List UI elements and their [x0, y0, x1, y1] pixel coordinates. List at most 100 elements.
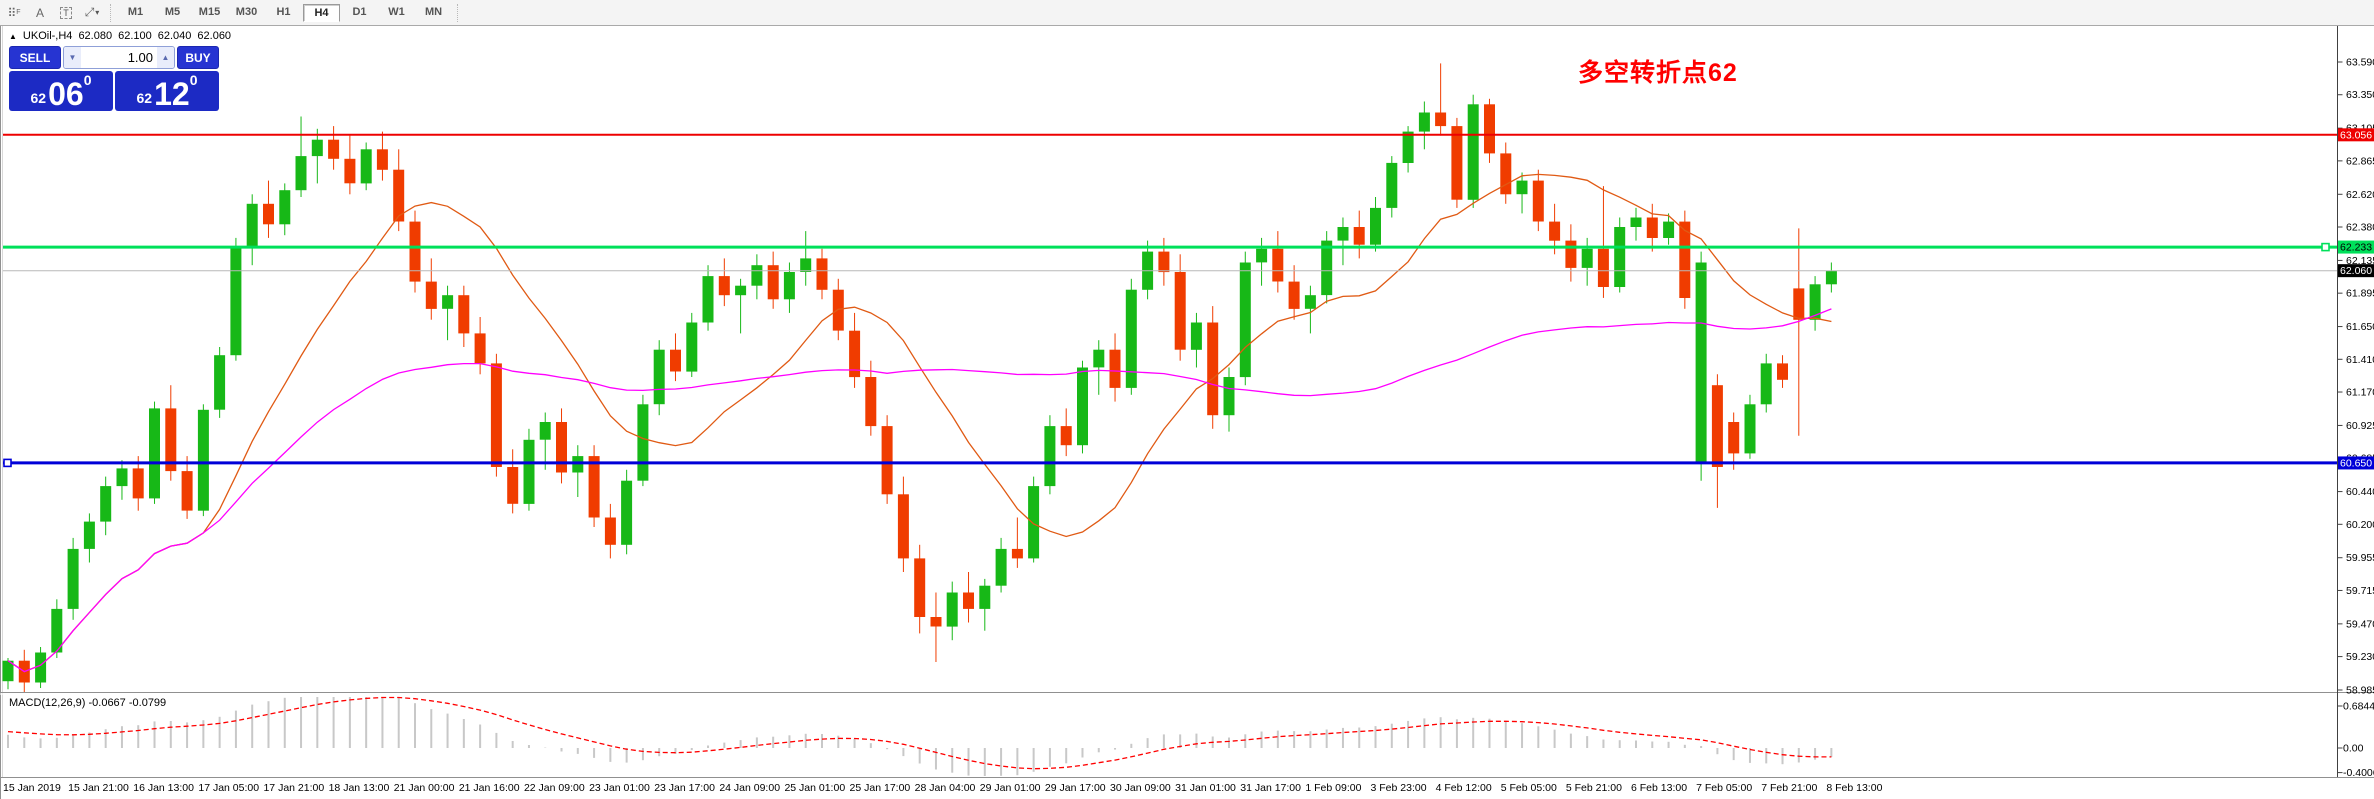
fast-ma-line: [7, 173, 1832, 673]
candle-body: [279, 190, 291, 225]
hline-handle[interactable]: [2321, 242, 2330, 252]
price-tick-label: 60.200: [2346, 519, 2374, 531]
chart-text-annotation[interactable]: 多空转折点62: [1578, 59, 1738, 87]
candle-body: [637, 404, 649, 481]
candle-body: [1011, 548, 1023, 559]
macd-scale-label: 0.00: [2343, 743, 2364, 755]
time-axis-label: 3 Feb 23:00: [1371, 782, 1427, 794]
time-axis-label: 6 Feb 13:00: [1631, 782, 1687, 794]
timeframe-button-h4[interactable]: H4: [303, 3, 340, 22]
volume-stepper: ▼ 1.00 ▲: [63, 46, 175, 69]
close-value: 62.060: [197, 30, 232, 42]
candle-body: [344, 158, 356, 184]
price-tick-label: 61.410: [2346, 354, 2374, 366]
candle-body: [1158, 251, 1170, 273]
candle-body: [1288, 281, 1300, 309]
candle-body: [1223, 377, 1235, 416]
volume-up-button[interactable]: ▲: [157, 47, 174, 68]
toolbar-separator: [457, 3, 459, 22]
time-axis-label: 29 Jan 01:00: [980, 782, 1041, 794]
time-axis-label: 7 Feb 05:00: [1696, 782, 1752, 794]
price-tick-label: 61.650: [2346, 321, 2374, 333]
timeframe-button-m30[interactable]: M30: [235, 5, 258, 18]
candle-body: [1174, 272, 1186, 350]
time-axis-label: 4 Feb 12:00: [1436, 782, 1492, 794]
volume-input[interactable]: 1.00: [81, 47, 157, 68]
toolbar: ⠿ F A T ⤢ ▾ M1 M5 M15 M30 H1 H4 D1 W1 MN: [0, 0, 2374, 26]
buy-button[interactable]: BUY: [177, 46, 219, 69]
volume-down-button[interactable]: ▼: [64, 47, 81, 68]
macd-signal-value: -0.0799: [128, 697, 167, 709]
candle-body: [1321, 240, 1333, 296]
candle-body: [490, 363, 502, 467]
buy-price-big: 12: [154, 76, 190, 112]
buy-price-sup: 0: [189, 72, 198, 88]
candle-body: [1695, 262, 1707, 463]
timeframe-button-h1[interactable]: H1: [276, 5, 291, 18]
timeframe-button-w1[interactable]: W1: [388, 5, 405, 18]
resistance-line-label-bg: [2338, 128, 2374, 142]
candle-body: [1207, 322, 1219, 416]
hline-handle[interactable]: [3, 458, 12, 468]
timeframe-button-m1[interactable]: M1: [127, 5, 144, 18]
toolbar-separator: [110, 3, 112, 22]
candle-body: [1386, 162, 1398, 208]
candle-body: [604, 517, 616, 545]
sell-price-display[interactable]: 62 06 0: [9, 71, 113, 111]
candle-body: [474, 333, 486, 364]
candle-body: [881, 426, 893, 495]
macd-label: MACD(12,26,9): [9, 697, 86, 709]
support-line-label-bg: [2338, 456, 2374, 470]
candle-body: [1060, 426, 1072, 446]
candle-body: [1646, 217, 1658, 238]
letter-a-icon[interactable]: A: [35, 5, 44, 20]
candle-body: [1744, 404, 1756, 454]
candle-body: [816, 258, 828, 290]
price-tick-label: 62.620: [2346, 189, 2374, 201]
timeframe-button-m15[interactable]: M15: [198, 5, 221, 18]
macd-main-value: -0.0667: [88, 697, 126, 709]
candle-body: [800, 258, 812, 272]
candle-body: [653, 349, 665, 405]
price-tick-label: 63.350: [2346, 89, 2374, 101]
collapse-triangle-icon[interactable]: ▲: [9, 31, 17, 41]
candle-body: [979, 585, 991, 609]
time-axis-label: 8 Feb 13:00: [1826, 782, 1882, 794]
macd-signal-line: [7, 696, 1832, 770]
candle-body: [393, 169, 405, 222]
cursor-arrows-icon[interactable]: ⤢ ▾: [84, 5, 100, 19]
candle-body: [67, 548, 79, 609]
timeframe-button-m5[interactable]: M5: [164, 5, 181, 18]
candle-body: [1435, 112, 1447, 127]
timeframe-button-mn[interactable]: MN: [424, 5, 443, 18]
buy-price-display[interactable]: 62 12 0: [115, 71, 219, 111]
candle-body: [230, 246, 242, 356]
candle-body: [1418, 112, 1430, 132]
text-box-icon[interactable]: T: [54, 3, 78, 22]
time-axis-label: 31 Jan 01:00: [1175, 782, 1236, 794]
candle-body: [1614, 227, 1626, 287]
candle-body: [311, 139, 323, 157]
candle-body: [914, 558, 926, 617]
time-axis-label: 5 Feb 21:00: [1566, 782, 1622, 794]
candle-body: [523, 439, 535, 504]
time-axis-label: 15 Jan 2019: [3, 782, 61, 794]
grid-f-icon[interactable]: ⠿ F: [7, 5, 21, 20]
candle-body: [263, 203, 274, 225]
price-tick-label: 60.925: [2346, 420, 2374, 432]
sell-button[interactable]: SELL: [9, 46, 61, 69]
dropdown-caret-icon[interactable]: ▾: [95, 8, 100, 17]
buy-price-small: 62: [136, 90, 153, 106]
timeframe-button-d1[interactable]: D1: [352, 5, 367, 18]
candle-body: [767, 265, 779, 300]
price-tick-label: 62.865: [2346, 155, 2374, 167]
candle-body: [718, 276, 730, 296]
candle-body: [360, 149, 372, 184]
candle-body: [1532, 180, 1544, 222]
time-axis-label: 16 Jan 13:00: [133, 782, 194, 794]
candle-body: [149, 408, 160, 499]
time-axis-label: 25 Jan 01:00: [784, 782, 845, 794]
candle-body: [1109, 349, 1121, 388]
candle-body: [1093, 349, 1105, 368]
